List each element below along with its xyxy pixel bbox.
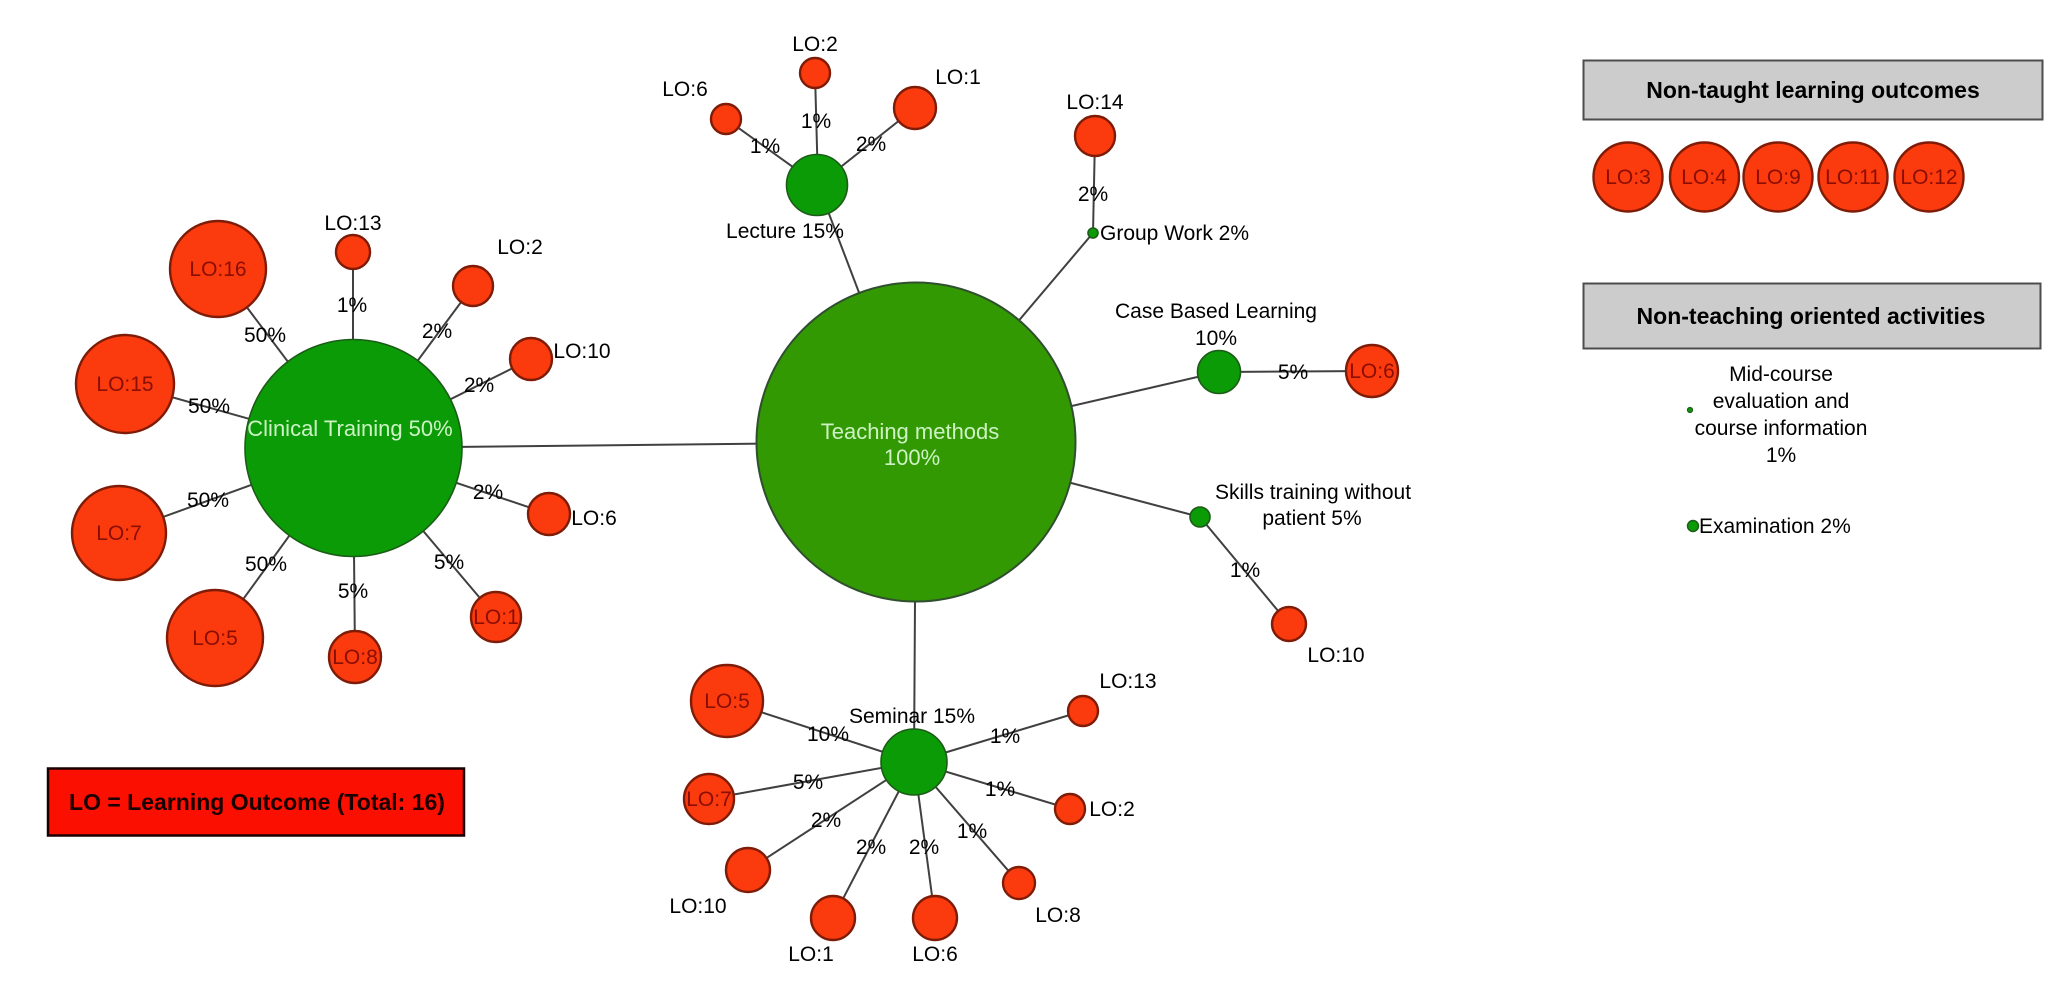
svg-text:LO:11: LO:11 bbox=[1825, 166, 1881, 189]
svg-text:2%: 2% bbox=[856, 836, 886, 859]
svg-text:LO:2: LO:2 bbox=[1089, 798, 1135, 821]
svg-text:Lecture 15%: Lecture 15% bbox=[726, 220, 844, 243]
svg-text:LO:6: LO:6 bbox=[1349, 360, 1395, 383]
svg-text:50%: 50% bbox=[187, 489, 229, 512]
svg-text:LO:12: LO:12 bbox=[1900, 166, 1957, 189]
svg-text:LO:8: LO:8 bbox=[332, 646, 378, 669]
svg-text:LO:16: LO:16 bbox=[189, 258, 246, 281]
svg-text:5%: 5% bbox=[434, 551, 464, 574]
svg-text:10%: 10% bbox=[1195, 327, 1237, 350]
svg-text:LO:6: LO:6 bbox=[662, 78, 708, 101]
svg-text:1%: 1% bbox=[750, 135, 780, 158]
svg-text:LO:10: LO:10 bbox=[1307, 644, 1364, 667]
svg-text:patient 5%: patient 5% bbox=[1262, 507, 1361, 530]
svg-text:2%: 2% bbox=[422, 320, 452, 343]
svg-text:5%: 5% bbox=[338, 580, 368, 603]
svg-text:Group Work 2%: Group Work 2% bbox=[1100, 222, 1249, 245]
svg-text:5%: 5% bbox=[1278, 361, 1308, 384]
svg-text:LO:7: LO:7 bbox=[96, 522, 142, 545]
svg-text:1%: 1% bbox=[985, 778, 1015, 801]
svg-text:LO:6: LO:6 bbox=[571, 507, 617, 530]
svg-text:LO:1: LO:1 bbox=[935, 66, 981, 89]
svg-text:evaluation and: evaluation and bbox=[1713, 390, 1850, 413]
svg-text:LO:9: LO:9 bbox=[1755, 166, 1801, 189]
svg-text:50%: 50% bbox=[188, 395, 230, 418]
svg-text:Skills training without: Skills training without bbox=[1215, 481, 1411, 504]
svg-text:Non-teaching oriented activiti: Non-teaching oriented activities bbox=[1637, 303, 1986, 329]
svg-text:LO:10: LO:10 bbox=[669, 895, 726, 918]
svg-text:Case Based Learning: Case Based Learning bbox=[1115, 300, 1317, 323]
svg-text:LO:10: LO:10 bbox=[553, 340, 610, 363]
svg-text:LO:1: LO:1 bbox=[788, 943, 834, 966]
svg-text:2%: 2% bbox=[811, 809, 841, 832]
svg-text:Non-taught learning outcomes: Non-taught learning outcomes bbox=[1646, 77, 1980, 103]
svg-text:1%: 1% bbox=[337, 294, 367, 317]
svg-text:LO:7: LO:7 bbox=[686, 788, 732, 811]
svg-text:course information: course information bbox=[1695, 417, 1868, 440]
svg-text:LO:6: LO:6 bbox=[912, 943, 958, 966]
svg-text:LO:4: LO:4 bbox=[1681, 166, 1727, 189]
svg-text:LO:13: LO:13 bbox=[324, 212, 381, 235]
svg-text:LO:2: LO:2 bbox=[792, 33, 838, 56]
svg-text:1%: 1% bbox=[1766, 444, 1796, 467]
svg-text:1%: 1% bbox=[1230, 559, 1260, 582]
svg-text:Seminar 15%: Seminar 15% bbox=[849, 705, 975, 728]
svg-text:LO:3: LO:3 bbox=[1605, 166, 1651, 189]
svg-text:50%: 50% bbox=[244, 324, 286, 347]
svg-text:2%: 2% bbox=[1078, 183, 1108, 206]
svg-text:LO:15: LO:15 bbox=[96, 373, 153, 396]
svg-text:LO:13: LO:13 bbox=[1099, 670, 1156, 693]
svg-text:LO:5: LO:5 bbox=[192, 627, 238, 650]
svg-text:10%: 10% bbox=[807, 723, 849, 746]
svg-text:1%: 1% bbox=[990, 725, 1020, 748]
svg-text:LO = Learning Outcome (Total:: LO = Learning Outcome (Total: 16) bbox=[69, 789, 445, 815]
svg-text:2%: 2% bbox=[473, 481, 503, 504]
svg-text:Teaching methods: Teaching methods bbox=[821, 419, 1000, 444]
svg-text:100%: 100% bbox=[884, 445, 940, 470]
svg-text:50%: 50% bbox=[245, 553, 287, 576]
svg-text:LO:8: LO:8 bbox=[1035, 904, 1081, 927]
svg-text:1%: 1% bbox=[957, 820, 987, 843]
svg-text:1%: 1% bbox=[801, 110, 831, 133]
svg-text:2%: 2% bbox=[909, 836, 939, 859]
svg-text:Mid-course: Mid-course bbox=[1729, 363, 1833, 386]
svg-text:LO:5: LO:5 bbox=[704, 690, 750, 713]
svg-text:LO:14: LO:14 bbox=[1066, 91, 1124, 114]
svg-text:2%: 2% bbox=[856, 133, 886, 156]
svg-text:2%: 2% bbox=[464, 374, 494, 397]
svg-text:Examination 2%: Examination 2% bbox=[1699, 515, 1851, 538]
svg-text:5%: 5% bbox=[793, 771, 823, 794]
svg-text:LO:2: LO:2 bbox=[497, 236, 543, 259]
svg-text:Clinical Training 50%: Clinical Training 50% bbox=[247, 416, 452, 441]
svg-text:LO:1: LO:1 bbox=[473, 606, 519, 629]
